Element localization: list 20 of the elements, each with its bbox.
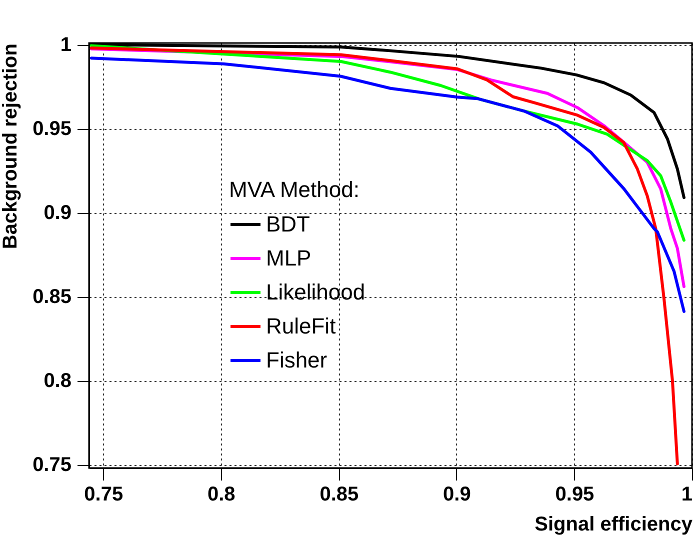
x-axis-title: Signal efficiency	[534, 514, 694, 536]
x-tick-label: 0.9	[443, 484, 471, 506]
x-tick-label: 0.95	[555, 484, 594, 506]
legend-title: MVA Method:	[229, 177, 360, 202]
legend-label: Fisher	[266, 348, 328, 372]
x-tick-label: 0.75	[84, 484, 124, 506]
y-tick-label: 0.8	[44, 370, 72, 392]
x-tick-label: 1	[681, 484, 692, 506]
x-tick-label: 0.8	[208, 484, 236, 506]
x-tick-label: 0.85	[320, 484, 359, 506]
y-tick-label: 0.85	[32, 286, 72, 308]
legend-label: MLP	[266, 246, 312, 270]
y-tick-label: 0.9	[44, 202, 72, 224]
y-tick-label: 0.75	[32, 454, 72, 476]
y-tick-label: 0.95	[32, 118, 72, 140]
legend-label: Likelihood	[266, 280, 366, 304]
legend-label: BDT	[266, 212, 310, 236]
y-tick-label: 1	[60, 34, 72, 56]
legend-label: RuleFit	[266, 314, 336, 338]
y-axis-title: Background rejection	[0, 44, 22, 250]
